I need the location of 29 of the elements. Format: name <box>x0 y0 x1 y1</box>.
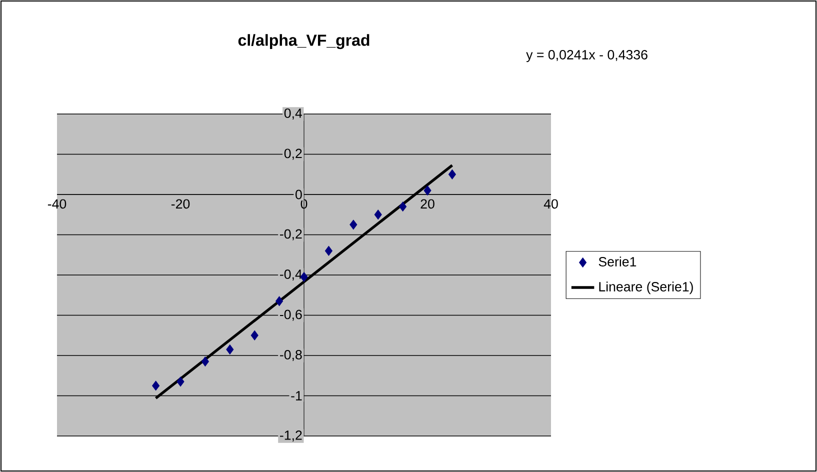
y-tick-label: 0,2 <box>284 148 302 160</box>
point <box>324 246 332 256</box>
point <box>152 380 160 391</box>
point <box>374 210 382 220</box>
point <box>424 186 432 196</box>
chart-title: cl/alpha_VF_grad <box>238 34 370 50</box>
point <box>276 296 284 306</box>
x-tick-label: -20 <box>171 199 190 209</box>
x-tick-label: 20 <box>420 199 434 209</box>
point <box>250 330 258 340</box>
x-tick-label: 40 <box>544 199 558 209</box>
y-tick-label: -1,2 <box>280 430 302 442</box>
point <box>201 356 209 366</box>
y-tick-label: -0,6 <box>280 310 302 321</box>
y-tick-label: 0 <box>296 190 302 200</box>
point <box>226 344 234 354</box>
point <box>350 220 358 230</box>
legend-label: Serie1 <box>598 256 636 266</box>
point <box>399 202 407 212</box>
y-tick-label: -0,2 <box>280 229 302 240</box>
legend-label: Lineare (Serie1) <box>599 282 693 294</box>
y-tick-label: -0,8 <box>280 350 302 362</box>
point <box>448 169 456 180</box>
y-tick-label: 0,4 <box>284 108 302 120</box>
y-tick-label: -0,4 <box>280 269 302 281</box>
x-tick-label: -40 <box>48 199 66 209</box>
text: y = 0,0241x - 0,4336 <box>526 50 648 62</box>
y-tick-label: -1 <box>291 391 302 400</box>
point <box>176 376 184 387</box>
